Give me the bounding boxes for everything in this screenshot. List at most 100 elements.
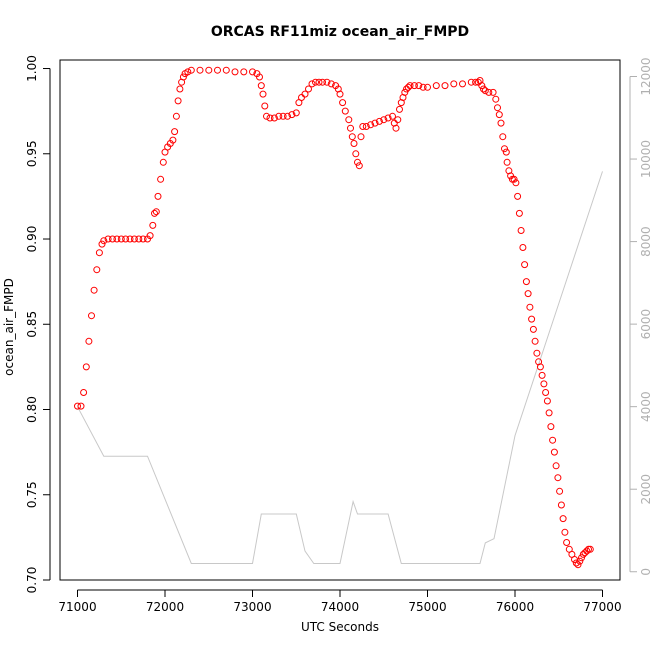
y-tick-label: 0.80: [25, 396, 39, 423]
data-point: [88, 312, 95, 320]
data-point: [499, 133, 507, 141]
data-point: [517, 227, 525, 234]
data-point: [74, 402, 81, 410]
data-point: [526, 303, 534, 311]
data-point: [547, 423, 555, 431]
data-point: [222, 66, 230, 74]
data-point: [152, 208, 160, 216]
data-point: [576, 557, 584, 565]
data-point: [341, 107, 349, 115]
y2-tick-label: 6000: [639, 309, 650, 340]
data-point: [556, 487, 564, 495]
y-tick-label: 0.70: [25, 567, 39, 594]
data-point: [355, 162, 363, 170]
data-point: [503, 158, 511, 166]
data-point: [327, 80, 335, 88]
data-point: [514, 192, 522, 200]
data-point: [261, 102, 269, 110]
y2-tick-label: 2000: [639, 474, 650, 505]
data-point: [574, 561, 582, 569]
data-point: [578, 554, 585, 562]
plot-frame: [59, 59, 621, 581]
data-point: [389, 112, 396, 120]
data-point: [122, 235, 130, 243]
data-point: [284, 112, 291, 120]
data-point: [214, 66, 221, 74]
data-point: [113, 235, 121, 243]
data-point: [151, 209, 158, 217]
data-point: [367, 121, 375, 129]
data-point: [528, 315, 536, 323]
data-point: [392, 124, 400, 132]
data-point: [323, 78, 331, 86]
data-point: [240, 68, 248, 76]
data-point: [117, 235, 125, 243]
data-point: [279, 112, 287, 120]
y-axis-label: ocean_air_FMPD: [2, 278, 16, 376]
data-point: [524, 290, 532, 298]
data-point: [93, 266, 101, 274]
data-point: [362, 123, 370, 130]
data-point: [510, 175, 518, 183]
data-point: [441, 82, 449, 90]
data-point: [424, 83, 431, 91]
data-point: [104, 235, 112, 243]
data-point: [259, 90, 267, 98]
data-point: [371, 119, 379, 127]
data-point: [157, 175, 165, 183]
data-point: [380, 116, 388, 124]
data-point: [554, 474, 562, 482]
data-point: [196, 66, 204, 74]
x-tick-label: 72000: [146, 600, 184, 614]
data-point: [266, 114, 274, 122]
y-tick-label: 0.90: [25, 226, 39, 253]
data-point: [545, 409, 553, 417]
data-point: [159, 158, 167, 166]
data-point: [172, 112, 180, 120]
data-point: [480, 85, 487, 93]
data-point: [109, 235, 116, 243]
x-axis-label: UTC Seconds: [301, 620, 379, 634]
data-point: [375, 117, 383, 125]
data-point: [171, 128, 179, 136]
y-tick-label: 0.75: [25, 481, 39, 508]
data-point: [540, 380, 548, 388]
data-point: [98, 240, 106, 248]
data-point: [384, 114, 392, 122]
data-point: [205, 66, 213, 74]
y2-tick-label: 4000: [639, 391, 650, 422]
data-point: [561, 528, 569, 536]
data-point: [348, 133, 356, 141]
data-point: [85, 337, 93, 345]
axes-layer: 71000 72000 73000 74000 75000 76000 77000 0.70 0…: [25, 55, 650, 614]
data-point: [521, 261, 529, 269]
data-point: [529, 325, 537, 333]
data-point: [275, 112, 283, 120]
data-point: [139, 235, 147, 243]
data-point: [249, 68, 256, 76]
data-point: [404, 83, 412, 91]
data-point: [298, 94, 305, 101]
data-point: [336, 90, 344, 98]
data-point: [489, 88, 497, 96]
altitude-line: [77, 171, 603, 564]
data-point: [536, 363, 544, 371]
data-point: [531, 337, 539, 345]
data-point: [559, 515, 567, 523]
data-point: [406, 82, 414, 90]
y-tick-label: 0.95: [25, 140, 39, 167]
data-point: [90, 286, 98, 294]
data-point: [497, 119, 505, 127]
y-tick-label: 1.00: [25, 55, 39, 82]
data-point: [549, 436, 557, 444]
data-point: [512, 179, 520, 187]
data-point: [80, 389, 88, 396]
data-point: [339, 99, 347, 107]
data-point: [176, 85, 184, 93]
data-layer: [74, 66, 603, 569]
y2-tick-label: 12000: [639, 57, 650, 95]
data-point: [312, 78, 319, 86]
data-point: [301, 90, 309, 98]
data-point: [100, 237, 108, 245]
data-point: [415, 82, 423, 90]
